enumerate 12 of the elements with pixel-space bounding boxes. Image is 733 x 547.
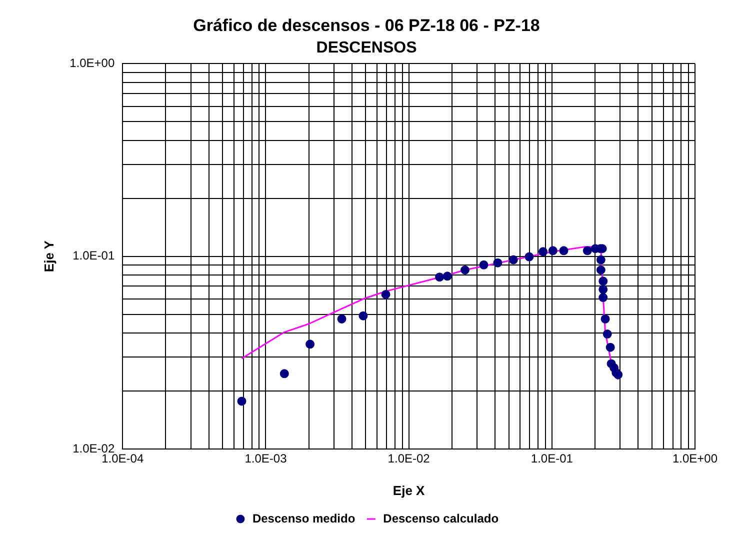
chart-title: Gráfico de descensos - 06 PZ-18 06 - PZ-18	[193, 16, 540, 35]
y-axis-title: Eje Y	[41, 240, 56, 272]
x-tick-label: 1.0E-01	[530, 452, 574, 466]
legend-label: Descenso calculado	[383, 511, 499, 526]
x-tick-label: 1.0E-02	[388, 452, 430, 466]
y-tick-label: 1.0E+00	[70, 56, 115, 70]
x-tick-label: 1.0E-03	[244, 452, 288, 466]
x-axis-title: Eje X	[392, 482, 426, 498]
x-tick-label: 1.0E+00	[672, 452, 718, 466]
y-tick-label: 1.0E-01	[72, 248, 115, 263]
chart-subtitle: DESCENSOS	[316, 39, 418, 56]
legend-label: Descenso medido	[252, 511, 356, 526]
